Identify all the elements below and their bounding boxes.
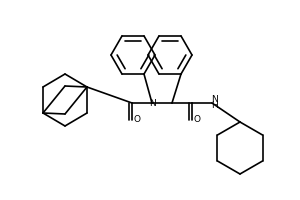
Text: N: N (212, 96, 218, 104)
Text: H: H (212, 102, 218, 110)
Text: O: O (134, 116, 140, 124)
Text: N: N (148, 98, 155, 108)
Text: O: O (194, 116, 200, 124)
